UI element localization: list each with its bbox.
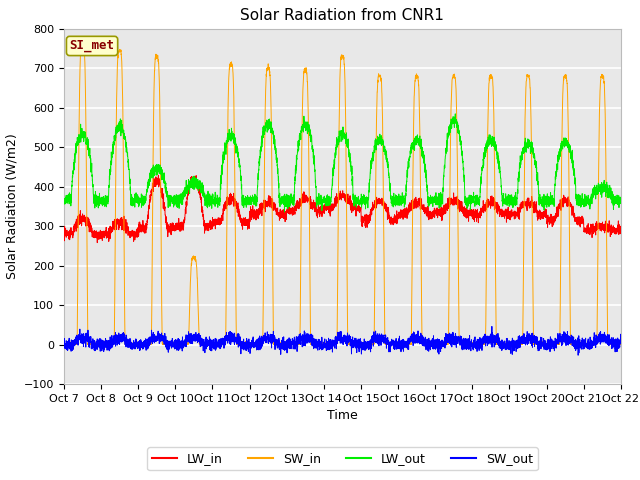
Title: Solar Radiation from CNR1: Solar Radiation from CNR1 [241,9,444,24]
Text: SI_met: SI_met [70,39,115,52]
Legend: LW_in, SW_in, LW_out, SW_out: LW_in, SW_in, LW_out, SW_out [147,447,538,470]
Y-axis label: Solar Radiation (W/m2): Solar Radiation (W/m2) [5,133,19,279]
X-axis label: Time: Time [327,409,358,422]
